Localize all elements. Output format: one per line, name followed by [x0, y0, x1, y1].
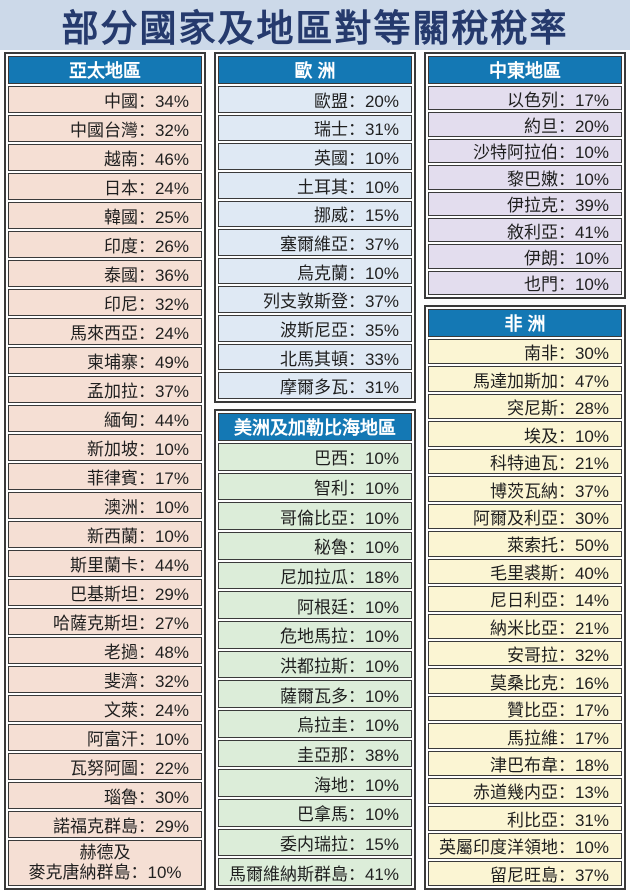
tariff-row: 中國台灣：32% — [8, 115, 202, 143]
region-section-americas-caribbean: 美洲及加勒比海地區 巴西：10% 智利：10% 哥倫比亞：10% 秘魯：10% 尼加拉瓜：… — [214, 409, 416, 890]
tariff-row: 埃及：10% — [428, 421, 622, 447]
tariff-row: 中國：34% — [8, 86, 202, 114]
tariff-row: 孟加拉：37% — [8, 376, 202, 404]
tariff-row: 日本：24% — [8, 173, 202, 201]
region-section-africa: 非 洲南非：30% 馬達加斯加：47% 突尼斯：28% 埃及：10% 科特迪瓦：21% 博… — [424, 305, 626, 890]
tariff-row: 斯里蘭卡：44% — [8, 550, 202, 578]
tariff-row: 瑞士：31% — [218, 114, 412, 142]
tariff-row: 土耳其：10% — [218, 171, 412, 199]
tariff-row: 馬來西亞：24% — [8, 318, 202, 346]
tariff-row: 敘利亞：41% — [428, 217, 622, 243]
region-header-asia-pacific: 亞太地區 — [8, 56, 202, 84]
tariff-row: 津巴布韋：18% — [428, 750, 622, 777]
tariff-row: 新西蘭：10% — [8, 521, 202, 549]
tariff-row: 瓦努阿圖：22% — [8, 753, 202, 781]
tariff-row: 洪都拉斯：10% — [218, 650, 412, 679]
tariff-row: 納米比亞：21% — [428, 613, 622, 639]
tariff-row: 阿爾及利亞：30% — [428, 503, 622, 530]
tariff-row: 英屬印度洋領地：10% — [428, 833, 622, 859]
tariff-row: 贊比亞：17% — [428, 695, 622, 722]
tariff-row: 烏克蘭：10% — [218, 257, 412, 285]
tariff-row: 毛里裘斯：40% — [428, 558, 622, 585]
tariff-row: 黎巴嫩：10% — [428, 165, 622, 190]
tariff-row: 韓國：25% — [8, 202, 202, 230]
tariff-row: 挪威：15% — [218, 200, 412, 228]
tariff-row: 以色列：17% — [428, 86, 622, 111]
tariff-row: 南非：30% — [428, 339, 622, 365]
region-header-middle-east: 中東地區 — [428, 56, 622, 84]
tariff-row: 危地馬拉：10% — [218, 621, 412, 649]
tariff-row: 文萊：24% — [8, 695, 202, 723]
tariff-row: 瑙魯：30% — [8, 782, 202, 810]
table-columns: 亞太地區 中國：34% 中國台灣：32% 越南：46% 日本：24% 韓國：25% 印度：2… — [0, 52, 630, 890]
tariff-row: 科特迪瓦：21% — [428, 448, 622, 475]
tariff-row: 委内瑞拉：15% — [218, 828, 412, 857]
region-section-middle-east: 中東地區 以色列：17% 約旦：20% 沙特阿拉伯：10% 黎巴嫩：10% 伊拉克：39%… — [424, 52, 626, 299]
tariff-row: 萊索托：50% — [428, 531, 622, 557]
tariff-row: 印度：26% — [8, 231, 202, 259]
tariff-row: 印尼：32% — [8, 289, 202, 317]
tariff-row: 博茨瓦納：37% — [428, 476, 622, 502]
tariff-row: 澳洲：10% — [8, 492, 202, 520]
tariff-row: 摩爾多瓦：31% — [218, 372, 412, 400]
tariff-row: 塞爾維亞：37% — [218, 229, 412, 256]
tariff-row: 阿富汗：10% — [8, 724, 202, 752]
region-header-europe: 歐 洲 — [218, 56, 412, 84]
tariff-row: 阿根廷：10% — [218, 591, 412, 620]
page-title: 部分國家及地區對等關稅稅率 — [0, 0, 630, 50]
tariff-row: 尼日利亞：14% — [428, 586, 622, 612]
tariff-row: 緬甸：44% — [8, 405, 202, 433]
tariff-row: 英國：10% — [218, 143, 412, 170]
tariff-row: 巴拿馬：10% — [218, 799, 412, 827]
tariff-row: 薩爾瓦多：10% — [218, 680, 412, 709]
tariff-row: 斐濟：32% — [8, 666, 202, 694]
column-1: 亞太地區 中國：34% 中國台灣：32% 越南：46% 日本：24% 韓國：25% 印度：2… — [4, 52, 206, 890]
region-section-asia-pacific: 亞太地區 中國：34% 中國台灣：32% 越南：46% 日本：24% 韓國：25% 印度：2… — [4, 52, 206, 890]
tariff-row: 哥倫比亞：10% — [218, 502, 412, 531]
tariff-row: 約旦：20% — [428, 112, 622, 137]
tariff-row: 留尼旺島：37% — [428, 860, 622, 887]
tariff-row: 赤道幾内亞：13% — [428, 778, 622, 804]
tariff-row: 諾福克群島：29% — [8, 811, 202, 839]
column-2: 歐 洲歐盟：20% 瑞士：31% 英國：10% 土耳其：10% 挪威：15% 塞爾維亞：3… — [214, 52, 416, 890]
tariff-row: 波斯尼亞：35% — [218, 315, 412, 342]
column-3: 中東地區 以色列：17% 約旦：20% 沙特阿拉伯：10% 黎巴嫩：10% 伊拉克：39%… — [424, 52, 626, 890]
tariff-row: 哈薩克斯坦：27% — [8, 608, 202, 636]
tariff-row: 列支敦斯登：37% — [218, 286, 412, 314]
tariff-row: 圭亞那：38% — [218, 739, 412, 768]
tariff-row: 歐盟：20% — [218, 86, 412, 113]
tariff-row: 智利：10% — [218, 472, 412, 501]
tariff-row: 利比亞：31% — [428, 805, 622, 832]
tariff-row: 海地：10% — [218, 769, 412, 798]
tariff-row: 突尼斯：28% — [428, 393, 622, 420]
tariff-row: 菲律賓：17% — [8, 463, 202, 491]
tariff-row: 也門：10% — [428, 270, 622, 295]
region-header-africa: 非 洲 — [428, 309, 622, 337]
tariff-row: 尼加拉瓜：18% — [218, 561, 412, 590]
tariff-row: 新加坡：10% — [8, 434, 202, 462]
region-header-americas-caribbean: 美洲及加勒比海地區 — [218, 413, 412, 441]
tariff-row: 馬拉維：17% — [428, 723, 622, 749]
tariff-row: 莫桑比克：16% — [428, 668, 622, 694]
tariff-row: 馬達加斯加：47% — [428, 366, 622, 392]
tariff-row: 巴西：10% — [218, 443, 412, 471]
tariff-row: 馬爾維納斯群島：41% — [218, 858, 412, 887]
tariff-row: 泰國：36% — [8, 260, 202, 288]
tariff-row: 伊拉克：39% — [428, 191, 622, 216]
tariff-row: 伊朗：10% — [428, 244, 622, 269]
tariff-row: 烏拉圭：10% — [218, 710, 412, 738]
tariff-row: 沙特阿拉伯：10% — [428, 138, 622, 164]
tariff-row: 巴基斯坦：29% — [8, 579, 202, 607]
tariff-row: 安哥拉：32% — [428, 640, 622, 667]
tariff-row: 越南：46% — [8, 144, 202, 172]
tariff-row: 柬埔寨：49% — [8, 347, 202, 375]
tariff-row: 老撾：48% — [8, 637, 202, 665]
tariff-row: 北馬其頓：33% — [218, 343, 412, 371]
region-section-europe: 歐 洲歐盟：20% 瑞士：31% 英國：10% 土耳其：10% 挪威：15% 塞爾維亞：3… — [214, 52, 416, 403]
tariff-row: 赫德及 麥克唐納群島：10% — [8, 840, 202, 887]
tariff-row: 秘魯：10% — [218, 532, 412, 560]
